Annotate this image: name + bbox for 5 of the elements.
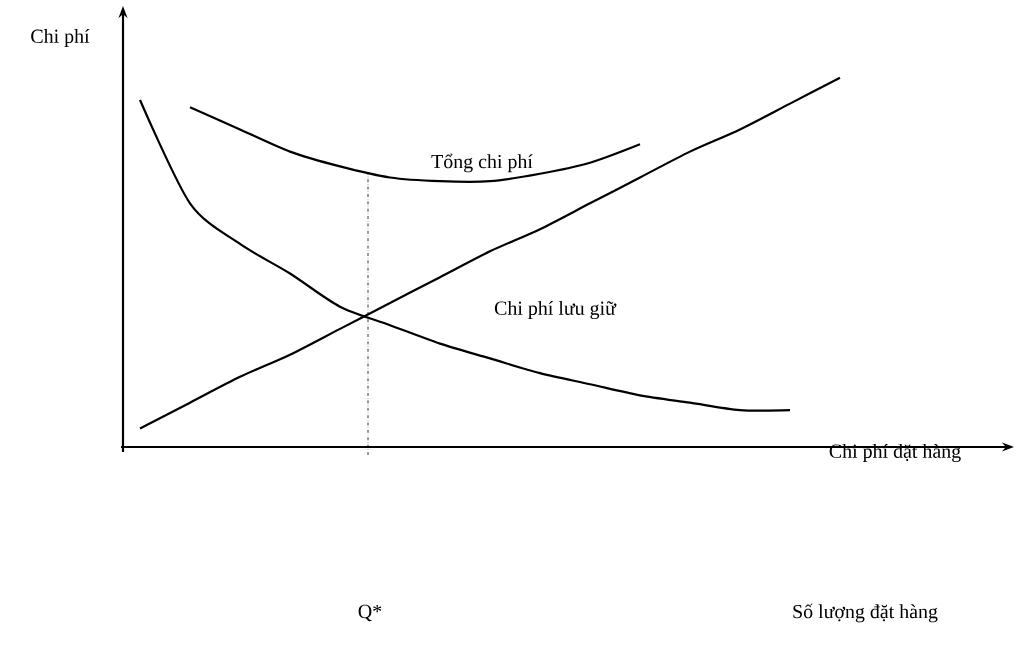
- series-label: Tổng chi phí: [431, 153, 533, 173]
- y-axis-title: Chi phí: [31, 28, 90, 48]
- text: Q*: [358, 604, 382, 622]
- annotation: Chi phí lưu giữ: [494, 300, 617, 320]
- text: Số lượng đặt hàng: [793, 603, 938, 623]
